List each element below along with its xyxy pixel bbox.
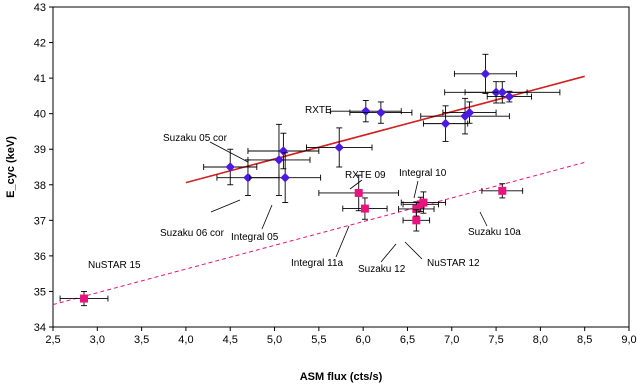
- x-tick-label: 3,0: [90, 334, 105, 346]
- y-tick-label: 41: [34, 73, 46, 85]
- rxte-point: [486, 90, 532, 103]
- y-tick-label: 38: [34, 180, 46, 192]
- annotation-nustar-15: NuSTAR 15: [88, 260, 141, 271]
- diamond-marker: [225, 162, 235, 172]
- x-tick-label: 4,5: [223, 334, 238, 346]
- y-axis-ticks: 34 35 36 37 38 39 40 41 42 43: [34, 2, 53, 334]
- x-tick-label: 5,5: [311, 334, 326, 346]
- rxte-point: [444, 81, 561, 104]
- diamond-marker: [274, 155, 284, 165]
- observation-point: [318, 174, 400, 212]
- square-marker: [80, 294, 89, 303]
- observation-point: [342, 197, 388, 220]
- y-tick-label: 35: [34, 286, 46, 298]
- annotation-integral-10: Integral 10: [399, 168, 447, 179]
- x-tick-label: 7,5: [488, 334, 503, 346]
- x-tick-label: 6,0: [356, 334, 371, 346]
- y-tick-label: 42: [34, 38, 46, 50]
- leader-line: [404, 241, 423, 260]
- leader-line: [349, 179, 363, 190]
- x-tick-label: 3,5: [134, 334, 149, 346]
- annotation-rxte-09: RXTE 09: [345, 170, 386, 181]
- y-tick-label: 37: [34, 215, 46, 227]
- fit-line-solid: [185, 75, 585, 184]
- annotation-suzaku-10a: Suzaku 10a: [468, 227, 521, 238]
- leader-line: [261, 204, 273, 230]
- rxte-point: [249, 152, 322, 204]
- y-tick-label: 39: [34, 144, 46, 156]
- diamond-marker: [376, 107, 386, 118]
- annotation-leader-lines: [209, 141, 488, 263]
- y-tick-label: 36: [34, 251, 46, 263]
- square-marker: [354, 188, 363, 197]
- annotation-suzaku-06-cor: Suzaku 06 cor: [160, 228, 225, 239]
- x-tick-label: 2,5: [45, 334, 60, 346]
- x-tick-label: 7,0: [444, 334, 459, 346]
- rxte-point: [420, 97, 510, 135]
- annotation-integral-05: Integral 05: [231, 232, 279, 243]
- rxte-point: [453, 53, 517, 94]
- rxte-point: [247, 123, 311, 196]
- observation-point: [59, 290, 109, 307]
- y-axis-title: E_cyc (keV): [5, 136, 17, 198]
- annotation-rxte: RXTE: [305, 105, 332, 116]
- leader-line: [210, 199, 241, 213]
- x-axis-title: ASM flux (cts/s): [300, 371, 383, 383]
- rxte-point: [442, 101, 497, 124]
- plot-area-frame: [52, 6, 630, 328]
- fit-line-dashed: [52, 161, 585, 306]
- x-tick-label: 9,0: [621, 334, 636, 346]
- y-tick-label: 34: [34, 322, 46, 334]
- diamond-marker: [334, 142, 344, 153]
- rxte-point: [329, 100, 402, 123]
- annotation-nustar-12: NuSTAR 12: [427, 258, 480, 269]
- observation-point: [402, 209, 431, 232]
- x-tick-label: 8,0: [533, 334, 548, 346]
- x-tick-label: 8,5: [577, 334, 592, 346]
- square-marker: [360, 204, 369, 213]
- diamond-marker: [504, 91, 515, 102]
- data-points: [59, 53, 561, 307]
- diamond-marker: [497, 87, 507, 98]
- y-tick-label: 43: [34, 2, 46, 14]
- annotation-suzaku-12: Suzaku 12: [358, 264, 406, 275]
- square-marker: [412, 216, 421, 225]
- observation-point: [481, 183, 524, 199]
- leader-line: [335, 225, 350, 258]
- x-tick-label: 5,0: [267, 334, 282, 346]
- rxte-point: [349, 101, 413, 124]
- leader-line: [413, 180, 419, 199]
- leader-line: [209, 141, 249, 163]
- rxte-point: [422, 105, 469, 142]
- diamond-marker: [440, 118, 451, 129]
- x-tick-label: 6,5: [400, 334, 415, 346]
- x-tick-label: 4,0: [178, 334, 193, 346]
- observation-point: [400, 191, 447, 214]
- annotation-integral-11a: Integral 11a: [291, 258, 344, 269]
- y-tick-label: 40: [34, 109, 46, 121]
- fit-lines: [52, 75, 585, 306]
- diamond-marker: [280, 172, 290, 183]
- rxte-point: [305, 127, 373, 168]
- diamond-marker: [278, 146, 289, 156]
- leader-line: [380, 243, 397, 263]
- square-marker: [419, 198, 428, 207]
- diamond-marker: [361, 106, 371, 116]
- diamond-marker: [480, 69, 491, 79]
- leader-line: [479, 211, 488, 227]
- annotation-suzaku-05-cor: Suzaku 05 cor: [163, 133, 228, 144]
- diamond-marker: [464, 107, 475, 118]
- square-marker: [498, 186, 507, 195]
- x-axis-ticks: 2,5 3,0 3,5 4,0 4,5 5,0 5,5 6,0 6,5 7,0 7,5 8,0 8,5 9…: [45, 327, 637, 346]
